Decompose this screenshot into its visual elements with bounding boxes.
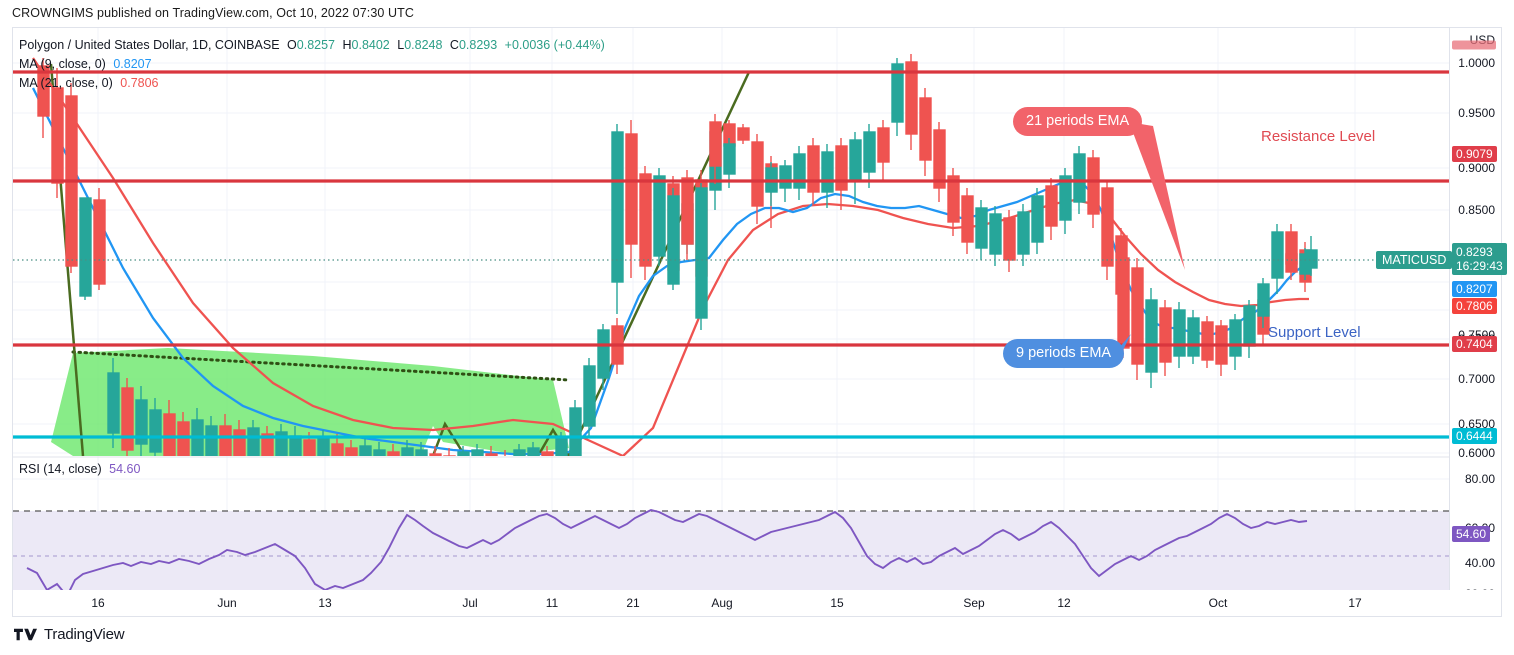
candlestick-series xyxy=(37,54,1318,456)
rsi-pane xyxy=(13,508,1450,602)
price-tick-9: 0.6000 xyxy=(1458,446,1495,460)
base-price-badge: 0.6444 xyxy=(1452,428,1497,444)
footer[interactable]: TradingView xyxy=(14,626,125,643)
rsi-value-badge: 54.60 xyxy=(1452,526,1491,542)
symbol-legend-row[interactable]: Polygon / United States Dollar, 1D, COIN… xyxy=(19,38,605,52)
hidden-price-badge xyxy=(1452,40,1496,50)
wedge-upper-trendline xyxy=(71,350,571,382)
rsi-legend-title: RSI (14, close) xyxy=(19,462,102,476)
wedge-notch-a xyxy=(431,421,467,456)
ohlc-high-value: 0.8402 xyxy=(351,38,390,52)
support-price-badge: 0.7404 xyxy=(1452,336,1497,352)
time-tick-10: 12 xyxy=(1057,596,1071,610)
ma21-legend-value: 0.7806 xyxy=(120,76,159,90)
price-tick-3: 0.9000 xyxy=(1458,161,1495,175)
ma21-legend-title: MA (21, close, 0) xyxy=(19,76,113,90)
tradingview-brand-label: TradingView xyxy=(44,626,125,643)
rsi-tick-3: 40.00 xyxy=(1464,556,1495,570)
symbol-title: Polygon / United States Dollar, 1D, COIN… xyxy=(19,38,280,52)
time-tick-9: Sep xyxy=(963,596,985,610)
ohlc-close-label: C xyxy=(449,38,459,52)
ema21-callout[interactable]: 21 periods EMA xyxy=(1013,107,1143,136)
resistance-level-label: Resistance Level xyxy=(1261,128,1376,145)
rsi-tick-1: 80.00 xyxy=(1464,472,1495,486)
chart-frame: Polygon / United States Dollar, 1D, COIN… xyxy=(12,27,1507,617)
ma9-legend-title: MA (9, close, 0) xyxy=(19,57,106,71)
time-tick-3: 13 xyxy=(318,596,332,610)
price-tick-2: 0.9500 xyxy=(1458,106,1495,120)
time-tick-1: 16 xyxy=(91,596,105,610)
price-axis[interactable]: USD 1.0000 0.9500 0.9000 0.9079 0.8500 0… xyxy=(1449,28,1507,616)
last-price-badge[interactable]: 0.8293 16:29:43 xyxy=(1452,243,1507,275)
ma21-legend-row[interactable]: MA (21, close, 0) 0.7806 xyxy=(19,76,159,90)
time-tick-2: Jun xyxy=(217,596,237,610)
rsi-legend-row[interactable]: RSI (14, close) 54.60 xyxy=(19,462,140,476)
ohlc-low-value: 0.8248 xyxy=(404,38,443,52)
price-tick-7: 0.7000 xyxy=(1458,372,1495,386)
time-tick-7: Aug xyxy=(711,596,733,610)
chart-plot-area[interactable]: Polygon / United States Dollar, 1D, COIN… xyxy=(13,28,1450,616)
ma21-price-badge: 0.7806 xyxy=(1452,298,1497,314)
ohlc-high-label: H xyxy=(342,38,352,52)
resistance-price-badge: 0.9079 xyxy=(1452,146,1497,162)
time-tick-6: 21 xyxy=(626,596,640,610)
time-tick-4: Jul xyxy=(462,596,478,610)
symbol-tag[interactable]: MATICUSD xyxy=(1376,251,1453,269)
price-tick-4: 0.8500 xyxy=(1458,203,1495,217)
ma9-price-badge: 0.8207 xyxy=(1452,281,1497,297)
time-tick-11: Oct xyxy=(1208,596,1228,610)
horizontal-gridlines xyxy=(13,62,1450,480)
last-price-time: 16:29:43 xyxy=(1456,259,1503,273)
ohlc-change-value: +0.0036 (+0.44%) xyxy=(504,38,605,52)
ema9-callout[interactable]: 9 periods EMA xyxy=(1003,339,1125,368)
time-axis[interactable]: 16 Jun 13 Jul 11 21 Aug 15 Sep 12 Oct 17 xyxy=(12,590,1502,617)
tradingview-logo-icon xyxy=(14,628,37,641)
last-price-value: 0.8293 xyxy=(1456,245,1493,259)
ma9-legend-row[interactable]: MA (9, close, 0) 0.8207 xyxy=(19,57,152,71)
rsi-line xyxy=(26,508,1308,598)
rsi-legend-value: 54.60 xyxy=(109,462,141,476)
time-tick-5: 11 xyxy=(545,596,559,610)
ohlc-open-value: 0.8257 xyxy=(296,38,335,52)
ma21-line xyxy=(32,57,1309,456)
rsi-band-30-70 xyxy=(13,511,1450,601)
ohlc-close-value: 0.8293 xyxy=(458,38,498,52)
time-tick-12: 17 xyxy=(1348,596,1362,610)
price-tick-1: 1.0000 xyxy=(1458,56,1495,70)
support-level-label: Support Level xyxy=(1268,324,1361,341)
price-tick-8: 0.6500 xyxy=(1458,417,1495,431)
ohlc-open-label: O xyxy=(287,38,297,52)
ma9-legend-value: 0.8207 xyxy=(113,57,152,71)
publish-credit-line: CROWNGIMS published on TradingView.com, … xyxy=(12,6,414,20)
time-tick-8: 15 xyxy=(830,596,844,610)
ohlc-low-label: L xyxy=(397,38,405,52)
chart-svg xyxy=(13,28,1450,616)
